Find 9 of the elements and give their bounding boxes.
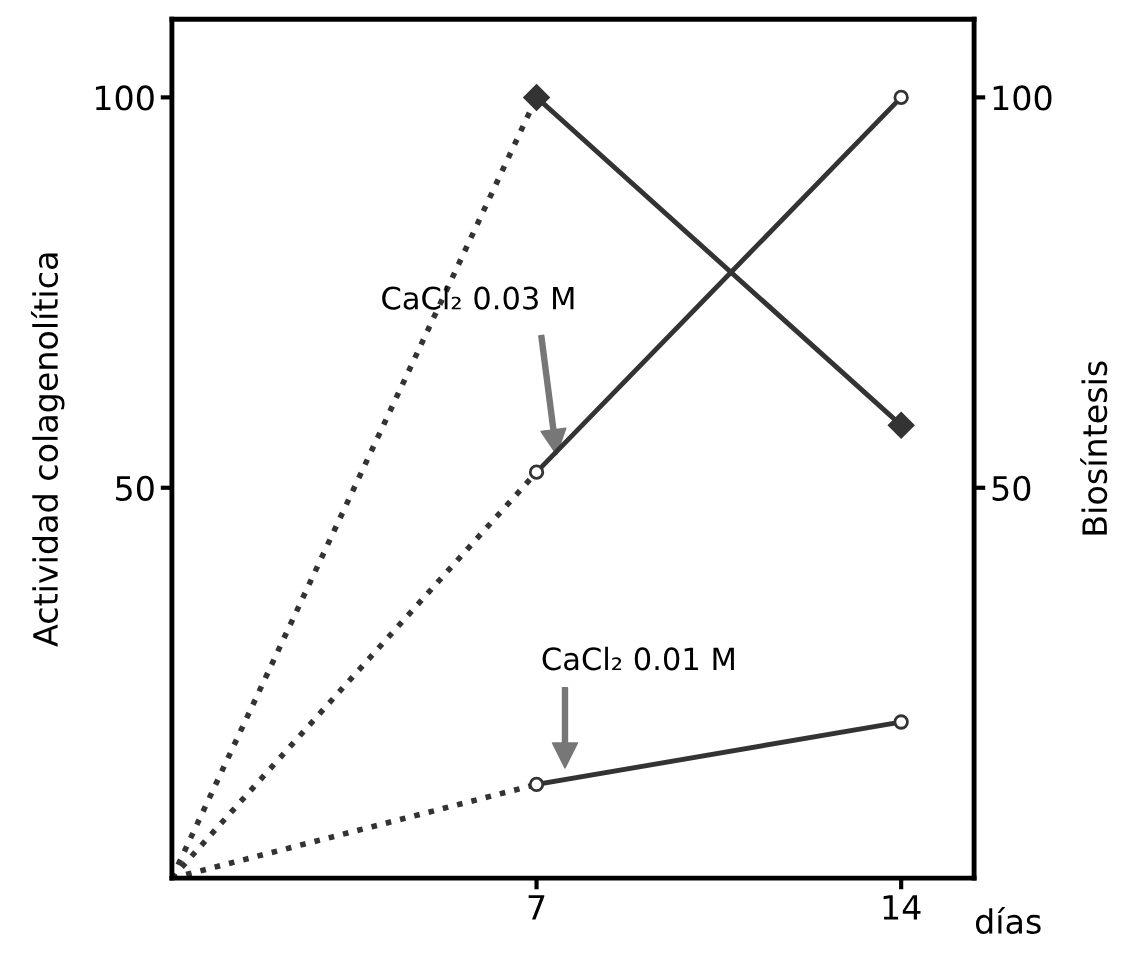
annotation: CaCl₂ 0.01 M xyxy=(542,646,734,671)
y2-axis-title: Biosíntesis xyxy=(1080,361,1108,535)
annotation: CaCl₂ 0.03 M xyxy=(382,286,574,310)
y2-tick-label: 50 xyxy=(992,475,1031,501)
x-tick-label: 14 xyxy=(883,895,921,920)
y2-tick-label: 100 xyxy=(993,85,1052,111)
y-axis-title: Actividad colagenolítica xyxy=(30,253,65,647)
x-axis-title: días xyxy=(975,906,1041,935)
x-tick-label: 7 xyxy=(528,895,545,920)
